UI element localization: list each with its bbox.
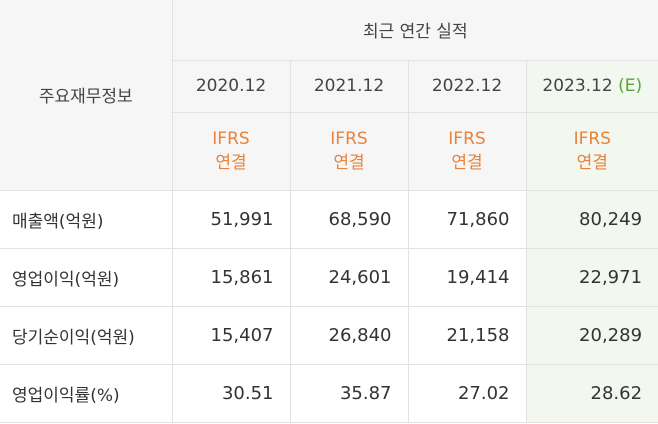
- table-cell: 71,860: [407, 189, 527, 249]
- table-cell-estimate: 80,249: [525, 189, 658, 249]
- table-cell: 51,991: [171, 189, 291, 249]
- period-year: 2021.12: [313, 76, 385, 96]
- basis-label: IFRS 연결: [407, 111, 527, 191]
- table-row: 매출액(억원) 51,991 68,590 71,860 80,249: [0, 189, 658, 249]
- row-label: 영업이익률(%): [0, 363, 173, 423]
- period-year: 2022.12: [431, 76, 503, 96]
- table-cell: 21,158: [407, 305, 527, 365]
- estimate-mark: (E): [618, 76, 643, 96]
- row-label: 당기순이익(억원): [0, 305, 173, 365]
- row-label: 매출액(억원): [0, 189, 173, 249]
- period-year: 2023.12: [542, 76, 613, 96]
- table-cell: 35.87: [289, 363, 409, 423]
- basis-line2: 연결: [333, 153, 365, 173]
- basis-line2: 연결: [576, 153, 608, 173]
- period-header-estimate: 2023.12 (E): [525, 59, 658, 113]
- table-cell: 30.51: [171, 363, 291, 423]
- table-cell: 19,414: [407, 247, 527, 307]
- row-label: 영업이익(억원): [0, 247, 173, 307]
- basis-line2: 연결: [451, 153, 483, 173]
- table-row: 영업이익률(%) 30.51 35.87 27.02 28.62: [0, 363, 658, 423]
- table-cell: 26,840: [289, 305, 409, 365]
- table-cell: 27.02: [407, 363, 527, 423]
- table-row: 영업이익(억원) 15,861 24,601 19,414 22,971: [0, 247, 658, 307]
- basis-line2: 연결: [215, 153, 247, 173]
- table-cell: 15,407: [171, 305, 291, 365]
- period-header: 2021.12: [289, 59, 409, 113]
- table-cell-estimate: 22,971: [525, 247, 658, 307]
- corner-label: 주요재무정보: [0, 0, 173, 191]
- basis-label-estimate: IFRS 연결: [525, 111, 658, 191]
- group-title: 최근 연간 실적: [171, 0, 658, 61]
- period-header: 2020.12: [172, 59, 291, 113]
- basis-line1: IFRS: [448, 129, 486, 149]
- table-cell: 68,590: [289, 189, 409, 249]
- table-cell-estimate: 20,289: [525, 305, 658, 365]
- table-cell: 15,861: [171, 247, 291, 307]
- table-row: 당기순이익(억원) 15,407 26,840 21,158 20,289: [0, 305, 658, 365]
- basis-label: IFRS 연결: [289, 111, 409, 191]
- basis-line1: IFRS: [212, 129, 250, 149]
- basis-label: IFRS 연결: [172, 111, 291, 191]
- table-cell-estimate: 28.62: [525, 363, 658, 423]
- period-year: 2020.12: [195, 76, 267, 96]
- period-header: 2022.12: [407, 59, 527, 113]
- basis-line1: IFRS: [330, 129, 368, 149]
- basis-line1: IFRS: [573, 129, 611, 149]
- table-cell: 24,601: [289, 247, 409, 307]
